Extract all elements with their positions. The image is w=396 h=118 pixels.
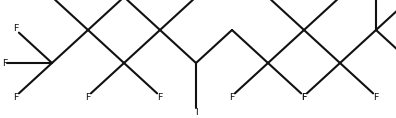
Text: F: F <box>230 93 235 102</box>
Text: F: F <box>157 93 162 102</box>
Text: F: F <box>13 24 19 33</box>
Text: F: F <box>2 59 7 67</box>
Text: F: F <box>301 93 307 102</box>
Text: F: F <box>13 93 19 102</box>
Text: F: F <box>301 93 307 102</box>
Text: F: F <box>373 93 379 102</box>
Text: F: F <box>86 93 91 102</box>
Text: I: I <box>194 108 197 117</box>
